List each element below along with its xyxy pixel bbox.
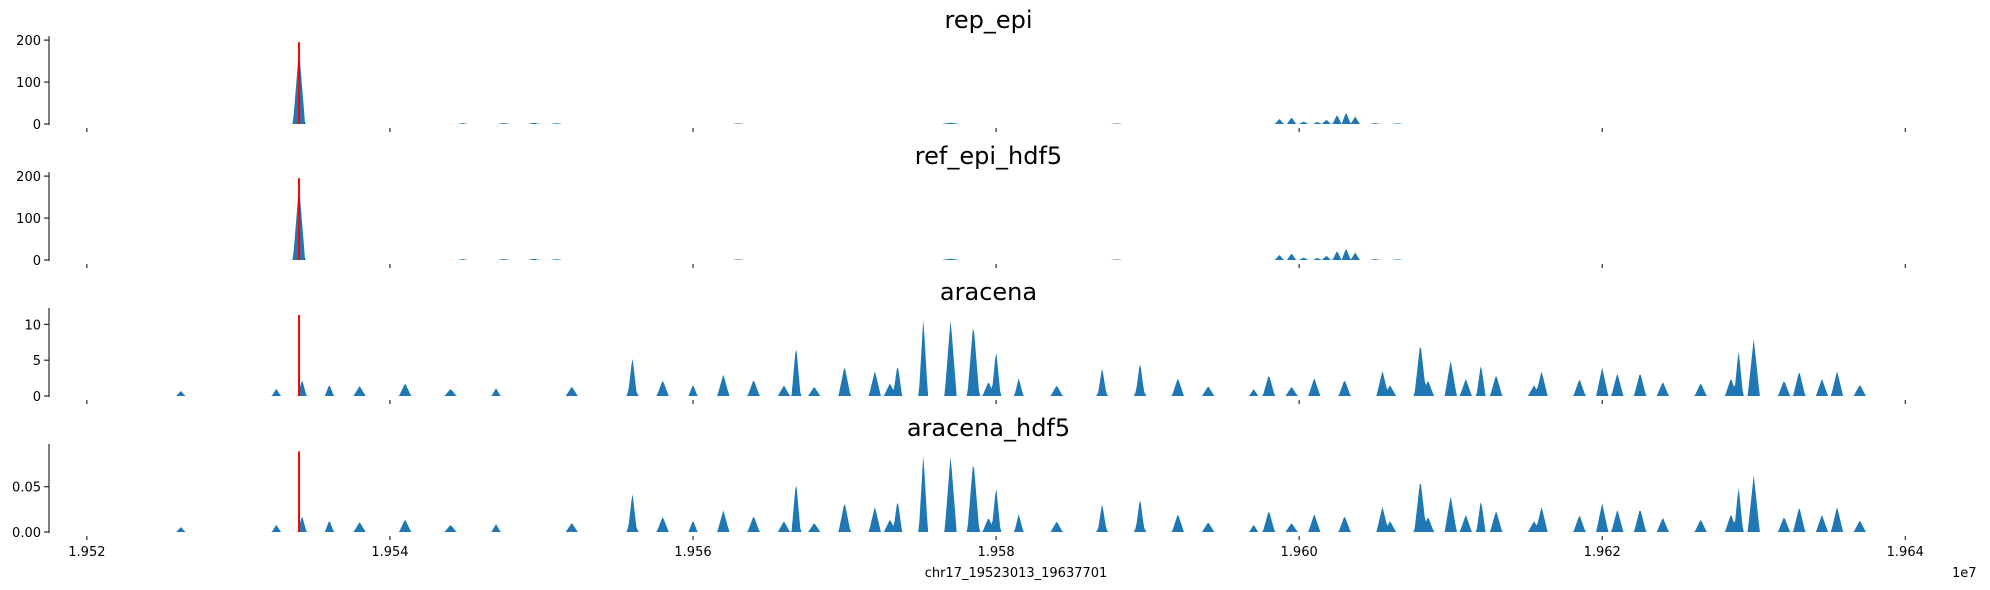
track-panels: rep_epi0100200ref_epi_hdf50100200aracena… bbox=[12, 6, 1924, 560]
y-tick-label: 0 bbox=[33, 254, 41, 269]
coverage-area bbox=[132, 188, 1871, 260]
x-tick-label: 1.958 bbox=[977, 545, 1014, 560]
x-axis-offset-label: 1e7 bbox=[1952, 566, 1977, 581]
coverage-area bbox=[132, 52, 1871, 125]
coverage-area bbox=[132, 456, 1871, 532]
x-tick-label: 1.962 bbox=[1584, 545, 1621, 560]
y-tick-label: 5 bbox=[33, 354, 41, 369]
y-tick-label: 0 bbox=[33, 118, 41, 133]
panel-title: ref_epi_hdf5 bbox=[915, 142, 1062, 170]
y-tick-label: 0 bbox=[33, 390, 41, 405]
x-tick-label: 1.956 bbox=[674, 545, 711, 560]
y-tick-label: 10 bbox=[24, 318, 41, 333]
x-axis-label: chr17_19523013_19637701 bbox=[925, 566, 1108, 581]
y-tick-label: 200 bbox=[16, 170, 41, 185]
x-tick-label: 1.952 bbox=[68, 545, 105, 560]
coverage-area bbox=[132, 320, 1871, 396]
x-tick-label: 1.960 bbox=[1281, 545, 1318, 560]
track-panel-3: aracena 0 5 10 bbox=[24, 278, 1906, 405]
x-tick-label: 1.964 bbox=[1887, 545, 1924, 560]
track-panel-1: rep_epi 0 100 200 bbox=[16, 6, 1906, 133]
panel-title: rep_epi bbox=[944, 6, 1032, 34]
panel-title: aracena_hdf5 bbox=[907, 414, 1070, 442]
y-tick-label: 100 bbox=[16, 76, 41, 91]
y-tick-label: 0.05 bbox=[12, 481, 41, 496]
track-panel-2: ref_epi_hdf5 0 100 200 bbox=[16, 142, 1906, 269]
x-tick-label: 1.954 bbox=[371, 545, 408, 560]
y-tick-label: 100 bbox=[16, 212, 41, 227]
panel-title: aracena bbox=[940, 278, 1037, 306]
y-tick-label: 200 bbox=[16, 34, 41, 49]
track-panel-4: aracena_hdf5 0.00 0.05 1.952 1.954 1.956 1.958… bbox=[12, 414, 1924, 560]
y-tick-label: 0.00 bbox=[12, 526, 41, 541]
